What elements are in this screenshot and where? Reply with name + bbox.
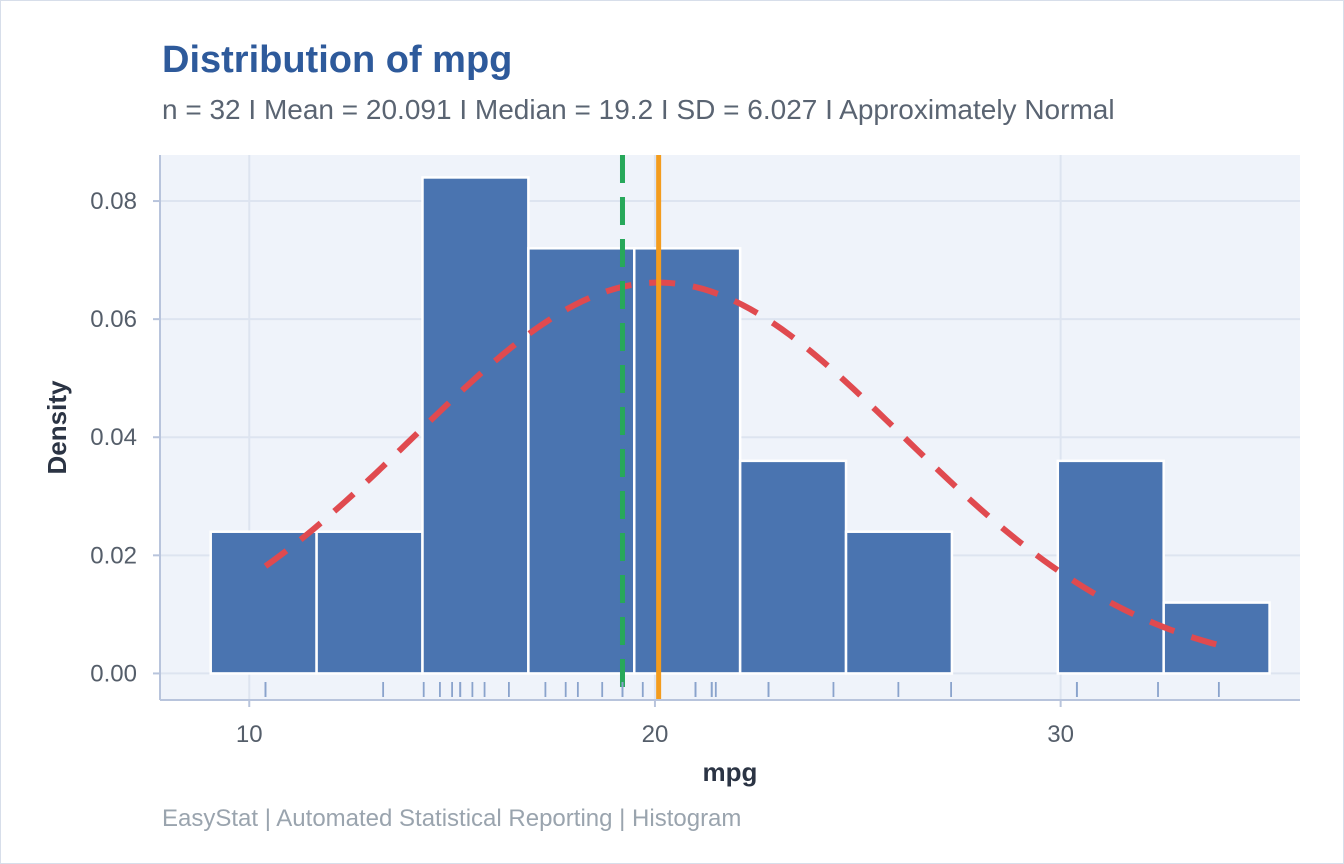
x-axis-ticks: 10 20 30: [236, 700, 1074, 748]
histogram-bar: [738, 459, 848, 675]
chart-subtitle: n = 32 I Mean = 20.091 I Median = 19.2 I…: [162, 94, 1115, 125]
histogram-bar: [421, 176, 530, 675]
histogram-bar: [1056, 459, 1165, 675]
chart-title: Distribution of mpg: [162, 39, 513, 81]
normal-density-curve: [263, 279, 1220, 649]
y-axis-ticks: 0.00 0.02 0.04 0.06 0.08: [90, 188, 160, 687]
y-axis-title: Density: [42, 380, 72, 474]
y-tick-label: 0.06: [90, 306, 137, 333]
x-tick-label: 10: [236, 721, 263, 748]
histogram-bar: [527, 247, 636, 675]
axes: [159, 155, 1300, 701]
y-tick-label: 0.00: [90, 660, 137, 687]
y-tick-label: 0.08: [90, 188, 137, 215]
histogram-bar: [633, 247, 742, 675]
histogram-bar: [209, 530, 318, 675]
histogram-bar: [844, 530, 954, 675]
y-tick-label: 0.04: [90, 424, 137, 451]
x-tick-label: 30: [1047, 721, 1074, 748]
rug-marks: [264, 682, 1220, 697]
x-tick-label: 20: [642, 721, 669, 748]
x-axis-title: mpg: [703, 757, 758, 787]
y-tick-label: 0.02: [90, 542, 137, 569]
histogram-bar: [1162, 601, 1271, 675]
histogram-bars: [209, 176, 1271, 675]
histogram-bar: [315, 530, 424, 675]
chart-caption: EasyStat | Automated Statistical Reporti…: [162, 805, 742, 832]
